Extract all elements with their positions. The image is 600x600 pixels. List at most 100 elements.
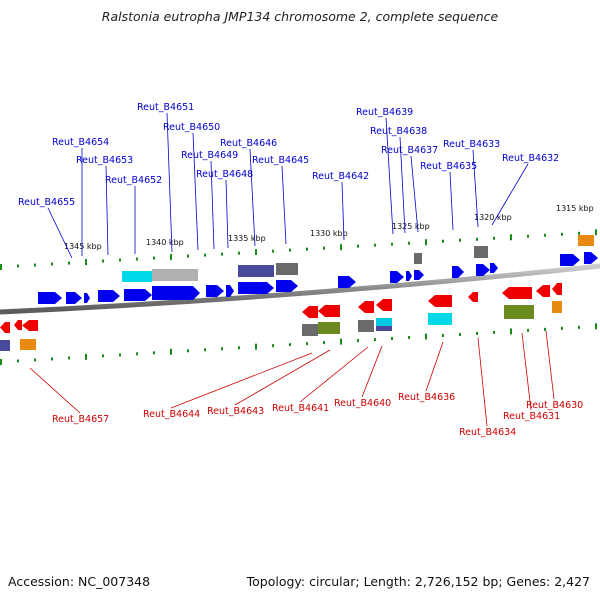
reverse-cds-feature [376,299,392,311]
forward-gene-label: Reut_B4651 [137,102,194,113]
tick-mark [153,256,155,260]
tick-mark [459,332,461,336]
reverse-cds-feature [536,285,550,297]
reverse-gene-label: Reut_B4641 [272,403,329,414]
reverse-gene-label: Reut_B4644 [143,409,200,420]
forward-cds-feature [238,282,274,294]
scale-label: 1315 kbp [556,204,594,213]
forward-gene-label: Reut_B4645 [252,155,309,166]
reverse-cds-feature [428,295,452,307]
reverse-gene-label: Reut_B4657 [52,414,109,425]
tick-mark [357,339,359,343]
tick-mark [34,358,36,362]
tick-mark [510,328,512,335]
scale-label: 1330 kbp [310,229,348,238]
forward-cds-feature [38,292,62,304]
forward-cds-feature [84,293,90,303]
tick-mark [561,232,563,236]
gene-leader-line [385,117,394,235]
gene-leader-line [234,349,331,406]
forward-gene-label: Reut_B4639 [356,107,413,118]
gene-leader-line [225,179,229,249]
forward-cds-feature [452,266,464,278]
tick-mark [0,264,2,270]
tick-mark [119,353,121,357]
tick-mark [595,229,597,236]
tick-mark [374,338,376,342]
misc-feature [358,320,374,332]
tick-mark [68,261,70,265]
forward-gene-label: Reut_B4638 [370,126,427,137]
misc-feature [504,305,534,319]
tick-mark [527,328,529,332]
tick-mark [306,342,308,346]
forward-gene-label: Reut_B4650 [163,122,220,133]
reverse-cds-feature [14,320,22,330]
tick-mark [170,348,172,355]
reverse-gene-label: Reut_B4630 [526,400,583,411]
map-title: Ralstonia eutropha JMP134 chromosome 2, … [101,9,499,24]
gene-leader-line [477,337,488,427]
tick-mark [187,349,189,353]
forward-cds-feature [490,263,498,273]
forward-gene-label: Reut_B4642 [312,171,369,182]
tick-mark [221,252,223,256]
tick-mark [136,352,138,356]
forward-cds-feature [390,271,404,283]
tick-mark [442,239,444,243]
tick-mark [187,254,189,258]
gene-leader-line [521,332,532,411]
forward-cds-feature [276,280,298,292]
tick-mark [476,331,478,335]
tick-mark [153,351,155,355]
tick-mark [561,326,563,330]
reverse-gene-label: Reut_B4634 [459,427,516,438]
forward-gene-label: Reut_B4655 [18,197,75,208]
forward-gene-label: Reut_B4654 [52,137,109,148]
forward-cds-feature [206,285,224,297]
gene-feature [20,339,36,350]
gene-leader-line [170,352,313,409]
misc-feature [302,324,318,336]
forward-gene-label: Reut_B4648 [196,169,253,180]
forward-gene-label: Reut_B4635 [420,161,477,172]
reverse-cds-feature [22,320,38,331]
gene-leader-line [192,132,199,251]
forward-cds-feature [152,286,200,300]
forward-cds-feature [226,285,234,297]
tick-mark [493,330,495,334]
forward-gene-label: Reut_B4652 [105,175,162,186]
scale-label: 1345 kbp [64,242,102,251]
tick-mark [357,244,359,248]
misc-feature [474,246,488,258]
misc-feature [152,269,198,281]
forward-cds-feature [124,289,152,301]
gene-leader-line [341,181,345,241]
tick-mark [255,343,257,350]
gene-leader-line [47,207,73,259]
tick-mark [255,249,257,256]
repeat-feature [238,265,274,277]
misc-feature [318,322,340,334]
forward-cds-feature [414,270,424,280]
rna-feature [376,318,392,326]
reverse-cds-feature [318,305,340,317]
tick-mark [34,263,36,267]
gene-leader-line [299,346,369,403]
tick-mark [238,346,240,350]
tick-mark [323,341,325,345]
misc-feature [414,253,422,264]
tick-mark [85,353,87,360]
gene-feature [578,235,594,246]
scale-label: 1335 kbp [228,234,266,243]
tick-mark [527,234,529,238]
tick-mark [323,246,325,250]
forward-cds-feature [66,292,82,304]
scale-label: 1325 kbp [392,222,430,231]
tick-mark [68,356,70,360]
rna-feature [428,313,452,325]
tick-mark [544,327,546,331]
forward-gene-label: Reut_B4637 [381,145,438,156]
tick-mark [204,253,206,257]
forward-gene-label: Reut_B4646 [220,138,277,149]
